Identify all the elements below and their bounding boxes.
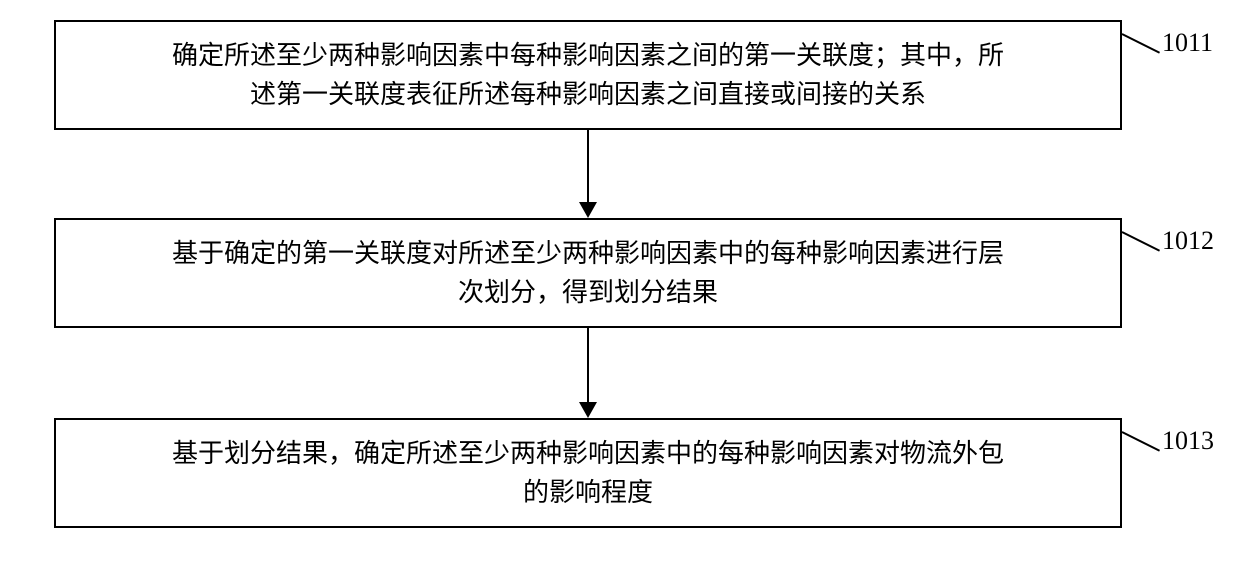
step-box-2: 基于确定的第一关联度对所述至少两种影响因素中的每种影响因素进行层 次划分，得到划…	[54, 218, 1122, 328]
step-box-1: 确定所述至少两种影响因素中每种影响因素之间的第一关联度；其中，所 述第一关联度表…	[54, 20, 1122, 130]
flowchart-canvas: 确定所述至少两种影响因素中每种影响因素之间的第一关联度；其中，所 述第一关联度表…	[0, 0, 1240, 572]
arrow-1-line	[587, 130, 589, 202]
arrow-2-head	[579, 402, 597, 418]
step-text-3: 基于划分结果，确定所述至少两种影响因素中的每种影响因素对物流外包 的影响程度	[172, 434, 1004, 512]
step-label-1: 1011	[1162, 28, 1213, 58]
leader-line-1	[1122, 33, 1161, 54]
step-text-1: 确定所述至少两种影响因素中每种影响因素之间的第一关联度；其中，所 述第一关联度表…	[172, 36, 1004, 114]
step-text-2: 基于确定的第一关联度对所述至少两种影响因素中的每种影响因素进行层 次划分，得到划…	[172, 234, 1004, 312]
step-label-3: 1013	[1162, 426, 1214, 456]
leader-line-3	[1122, 431, 1161, 452]
arrow-2-line	[587, 328, 589, 402]
step-box-3: 基于划分结果，确定所述至少两种影响因素中的每种影响因素对物流外包 的影响程度	[54, 418, 1122, 528]
step-label-2: 1012	[1162, 226, 1214, 256]
arrow-1-head	[579, 202, 597, 218]
leader-line-2	[1122, 231, 1161, 252]
